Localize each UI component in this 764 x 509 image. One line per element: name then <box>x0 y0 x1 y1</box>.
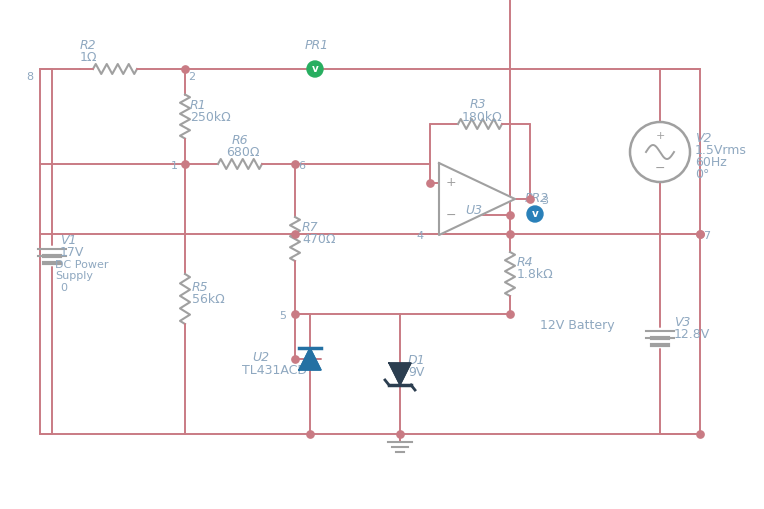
Text: 180kΩ: 180kΩ <box>462 111 503 124</box>
Text: 17V: 17V <box>60 246 84 259</box>
Text: R6: R6 <box>232 134 248 147</box>
Text: R7: R7 <box>302 221 319 234</box>
Text: R4: R4 <box>517 256 533 269</box>
Text: TL431ACD: TL431ACD <box>242 364 307 377</box>
Text: 2: 2 <box>188 72 195 82</box>
Text: PR1: PR1 <box>305 39 329 52</box>
Circle shape <box>307 61 323 77</box>
Text: 12.8V: 12.8V <box>674 328 711 341</box>
Text: U3: U3 <box>465 204 483 217</box>
Text: −: − <box>446 209 457 222</box>
Text: +: + <box>446 176 457 189</box>
Text: 8: 8 <box>26 72 33 82</box>
Text: 7: 7 <box>703 231 710 241</box>
Text: 680Ω: 680Ω <box>226 146 260 159</box>
Text: 0°: 0° <box>695 168 710 181</box>
Text: 9V: 9V <box>408 366 424 379</box>
Text: R3: R3 <box>470 98 487 111</box>
Text: V1: V1 <box>60 234 76 247</box>
Text: R2: R2 <box>80 39 96 52</box>
Text: 0: 0 <box>60 283 67 293</box>
Text: 56kΩ: 56kΩ <box>192 293 225 306</box>
Text: V2: V2 <box>695 132 711 145</box>
Text: 60Hz: 60Hz <box>695 156 727 169</box>
Text: U2: U2 <box>252 351 269 364</box>
Polygon shape <box>439 163 515 235</box>
Circle shape <box>527 206 543 222</box>
Text: 12V Battery: 12V Battery <box>540 319 614 332</box>
Text: 5: 5 <box>279 311 286 321</box>
Text: PR2: PR2 <box>525 192 549 205</box>
Text: R5: R5 <box>192 281 209 294</box>
Text: 6: 6 <box>298 161 305 171</box>
Text: DC Power: DC Power <box>55 260 108 270</box>
Text: −: − <box>655 161 665 175</box>
Text: v: v <box>312 64 319 74</box>
Text: 1Ω: 1Ω <box>80 51 98 64</box>
Polygon shape <box>299 348 321 370</box>
Text: 1: 1 <box>171 161 178 171</box>
Text: v: v <box>532 209 539 219</box>
Text: V3: V3 <box>674 316 691 329</box>
Text: 1.5Vrms: 1.5Vrms <box>695 144 747 157</box>
Text: Supply: Supply <box>55 271 93 281</box>
Text: 3: 3 <box>541 196 548 206</box>
Text: +: + <box>656 131 665 141</box>
Text: 4: 4 <box>416 231 423 241</box>
Text: 1.8kΩ: 1.8kΩ <box>517 268 554 281</box>
Text: 250kΩ: 250kΩ <box>190 110 231 124</box>
Text: R1: R1 <box>190 99 206 111</box>
Polygon shape <box>389 363 411 385</box>
Text: 470Ω: 470Ω <box>302 233 335 246</box>
Text: D1: D1 <box>408 354 426 367</box>
